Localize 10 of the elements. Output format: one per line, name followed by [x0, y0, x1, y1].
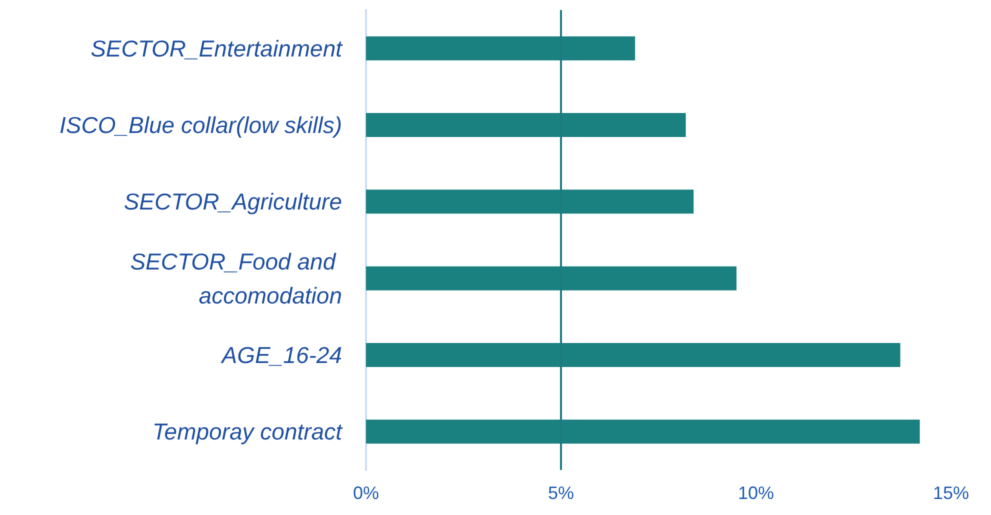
y-tick-label: SECTOR_Food and accomodation [130, 248, 342, 308]
x-tick-label: 10% [738, 483, 774, 503]
x-tick-label: 15% [932, 483, 970, 503]
y-tick-label: SECTOR_Agriculture [124, 188, 342, 215]
y-tick-label: SECTOR_Entertainment [90, 35, 344, 62]
y-tick-label: AGE_16-24 [220, 342, 342, 368]
y-tick-label: ISCO_Blue collar(low skills) [60, 112, 342, 138]
x-tick-label: 0% [352, 483, 380, 503]
x-tick-label: 5% [548, 483, 574, 503]
y-tick-label: Temporay contract [152, 418, 344, 445]
